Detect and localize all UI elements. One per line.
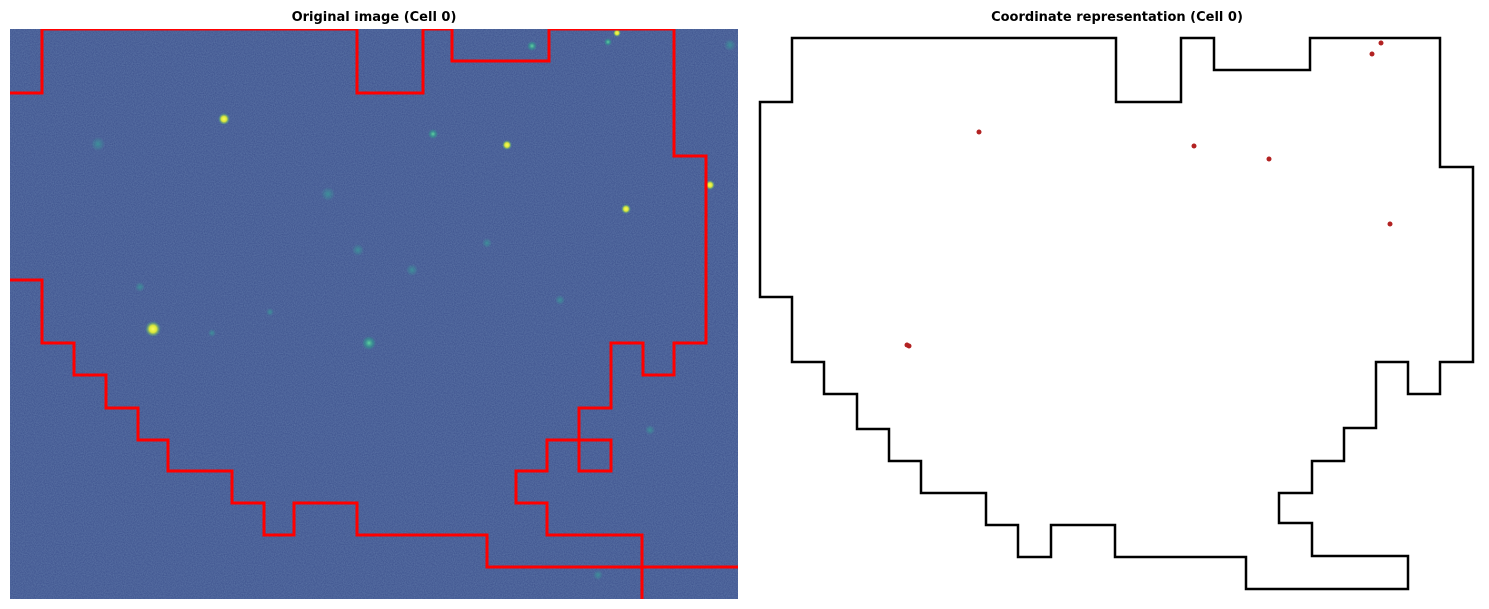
faint-spot <box>266 308 274 316</box>
faint-spot <box>645 425 655 435</box>
faint-spot <box>724 39 736 51</box>
bright-spot <box>145 321 161 337</box>
medium-spot <box>527 41 537 51</box>
cell-boundary-black <box>758 36 1475 591</box>
left-panel-title: Original image (Cell 0) <box>291 10 457 25</box>
spot-point <box>906 343 912 349</box>
faint-spot <box>482 238 492 248</box>
medium-spot <box>428 129 438 139</box>
faint-spot <box>352 244 364 256</box>
spot-point <box>1369 51 1375 57</box>
faint-spot <box>593 570 603 580</box>
bright-spot <box>218 113 230 125</box>
cell-boundary-red <box>10 29 738 599</box>
spot-points <box>904 40 1393 349</box>
faint-spot <box>406 264 418 276</box>
faint-spot <box>321 187 335 201</box>
spot-point <box>1387 221 1393 227</box>
microscopy-image <box>10 29 738 599</box>
faint-spot <box>208 329 216 337</box>
coordinate-plot <box>758 36 1475 591</box>
faint-spot <box>91 137 105 151</box>
spot-point <box>1266 156 1272 162</box>
bright-spot <box>621 204 631 214</box>
faint-spot <box>135 282 145 292</box>
image-noise-texture <box>10 29 738 599</box>
medium-spot <box>604 38 612 46</box>
faint-spot <box>555 295 565 305</box>
spot-point <box>976 129 982 135</box>
medium-spot <box>362 336 376 350</box>
faint-spots <box>91 39 736 580</box>
right-panel-title: Coordinate representation (Cell 0) <box>991 10 1243 25</box>
bright-spot <box>613 29 621 37</box>
spot-point <box>1191 143 1197 149</box>
spot-point <box>1378 40 1384 46</box>
bright-spot <box>502 140 512 150</box>
medium-spots <box>362 38 612 350</box>
